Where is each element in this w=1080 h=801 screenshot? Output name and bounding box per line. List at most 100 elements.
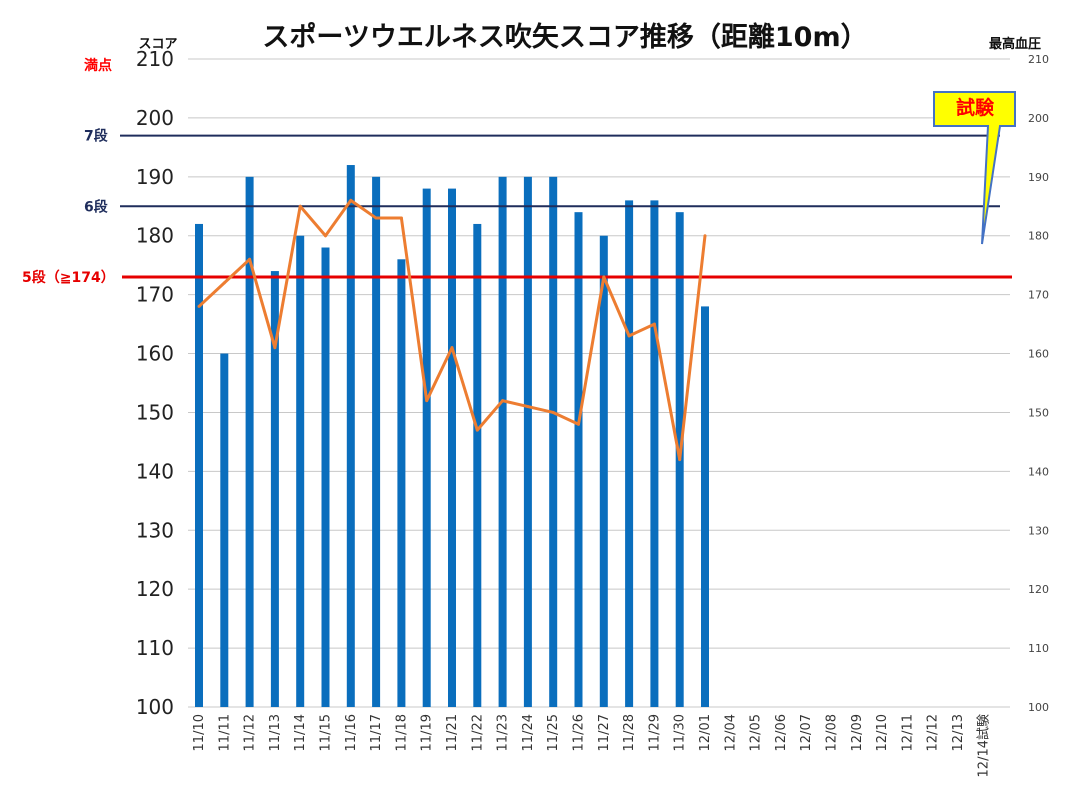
right-axis-title: 最高血圧 [989, 36, 1041, 52]
x-tick-12/07: 12/07 [799, 714, 814, 751]
x-axis-ticks: 11/10 11/11 11/12 11/13 11/14 11/15 11/16 11/17… [192, 714, 991, 777]
bar-11/15 [321, 247, 330, 707]
bp-point-11/10 [197, 304, 201, 308]
right-tick-120: 120 [1028, 583, 1049, 596]
score-bars [195, 165, 709, 708]
x-tick-11/28: 11/28 [622, 714, 637, 751]
right-tick-210: 210 [1028, 53, 1049, 66]
left-tick-150: 150 [136, 400, 174, 424]
x-tick-12/05: 12/05 [749, 714, 764, 751]
x-tick-11/16: 11/16 [344, 714, 359, 751]
x-tick-11/27: 11/27 [597, 714, 612, 751]
bar-11/14 [296, 235, 305, 707]
ref-label-197: 7段 [84, 128, 108, 145]
bp-point-11/12 [248, 257, 252, 261]
ref-label-210: 満点 [84, 57, 112, 74]
bp-point-11/25 [551, 410, 555, 414]
x-tick-12/13: 12/13 [951, 714, 966, 751]
left-tick-210: 210 [136, 47, 174, 71]
right-tick-100: 100 [1028, 701, 1049, 714]
bar-11/18 [397, 259, 406, 707]
right-tick-190: 190 [1028, 171, 1049, 184]
x-tick-11/14: 11/14 [293, 714, 308, 751]
x-tick-12/14試験: 12/14試験 [975, 714, 991, 777]
right-tick-200: 200 [1028, 112, 1049, 125]
left-tick-180: 180 [136, 224, 174, 248]
blood-pressure-line-series [197, 198, 707, 462]
bp-point-11/13 [273, 346, 277, 350]
bar-11/26 [574, 212, 583, 707]
bar-11/19 [422, 188, 431, 708]
bar-12/01 [701, 306, 709, 707]
left-axis-ticks: 100 110 120 130 140 150 160 170 180 190 200 210 [136, 47, 174, 719]
exam-callout-text: 試験 [956, 96, 995, 119]
bar-11/11 [220, 353, 229, 707]
bp-point-11/16 [349, 198, 353, 202]
chart-title: スポーツウエルネス吹矢スコア推移（距離10m） [262, 21, 867, 53]
x-tick-12/09: 12/09 [850, 714, 865, 751]
bp-point-11/11 [222, 281, 226, 285]
gridlines [188, 58, 1010, 708]
left-tick-110: 110 [136, 636, 174, 660]
bar-11/25 [549, 176, 558, 707]
x-tick-11/15: 11/15 [319, 714, 334, 751]
bp-point-11/21 [450, 346, 454, 350]
left-tick-100: 100 [136, 695, 174, 719]
bp-point-12/01 [703, 234, 707, 238]
bar-11/24 [523, 176, 532, 707]
x-tick-11/24: 11/24 [521, 714, 536, 751]
x-tick-12/06: 12/06 [774, 714, 789, 751]
left-tick-160: 160 [136, 342, 174, 366]
x-tick-12/12: 12/12 [926, 714, 941, 751]
bp-point-11/24 [526, 405, 530, 409]
left-tick-190: 190 [136, 165, 174, 189]
bp-point-11/15 [324, 234, 327, 238]
x-tick-12/11: 12/11 [900, 714, 915, 751]
x-tick-11/25: 11/25 [546, 714, 561, 751]
ref-label-185: 6段 [84, 198, 108, 215]
x-tick-11/18: 11/18 [394, 714, 409, 751]
x-tick-12/01: 12/01 [698, 714, 713, 751]
right-tick-140: 140 [1028, 465, 1049, 478]
left-axis-title: スコア [138, 37, 177, 52]
x-tick-11/10: 11/10 [192, 714, 207, 751]
bar-11/29 [650, 200, 659, 707]
x-tick-12/10: 12/10 [875, 714, 890, 751]
bp-point-11/14 [298, 204, 302, 208]
x-tick-11/30: 11/30 [673, 714, 688, 751]
x-tick-11/11: 11/11 [217, 714, 232, 751]
bp-point-11/18 [399, 216, 403, 220]
bp-point-11/27 [602, 275, 606, 279]
bp-point-11/17 [374, 216, 378, 220]
bar-11/13 [270, 271, 279, 707]
exam-callout-shape [933, 91, 1016, 245]
x-tick-12/08: 12/08 [825, 714, 840, 751]
right-tick-150: 150 [1028, 406, 1049, 419]
right-tick-170: 170 [1028, 289, 1049, 302]
x-tick-12/04: 12/04 [723, 714, 738, 751]
x-tick-11/19: 11/19 [420, 714, 435, 751]
bp-point-11/23 [501, 399, 505, 403]
right-tick-180: 180 [1028, 230, 1049, 243]
right-tick-160: 160 [1028, 348, 1049, 361]
bar-11/23 [498, 176, 507, 707]
x-tick-11/29: 11/29 [647, 714, 662, 751]
bar-11/27 [599, 235, 608, 707]
x-tick-11/26: 11/26 [572, 714, 587, 751]
bp-point-11/26 [577, 422, 580, 426]
bp-point-11/30 [678, 458, 682, 462]
x-tick-11/12: 11/12 [243, 714, 258, 751]
left-tick-120: 120 [136, 577, 174, 601]
x-tick-11/13: 11/13 [268, 714, 283, 751]
right-tick-130: 130 [1028, 524, 1049, 537]
x-tick-11/23: 11/23 [496, 714, 511, 751]
bar-11/16 [346, 165, 355, 707]
x-tick-11/22: 11/22 [470, 714, 485, 751]
x-tick-11/17: 11/17 [369, 714, 384, 751]
right-tick-110: 110 [1028, 642, 1049, 655]
ref-label-173: 5段（≧174） [22, 269, 115, 286]
reference-lines: 満点 7段 6段 5段（≧174） [22, 57, 1012, 286]
bp-point-11/22 [475, 428, 479, 432]
left-tick-130: 130 [136, 518, 174, 542]
